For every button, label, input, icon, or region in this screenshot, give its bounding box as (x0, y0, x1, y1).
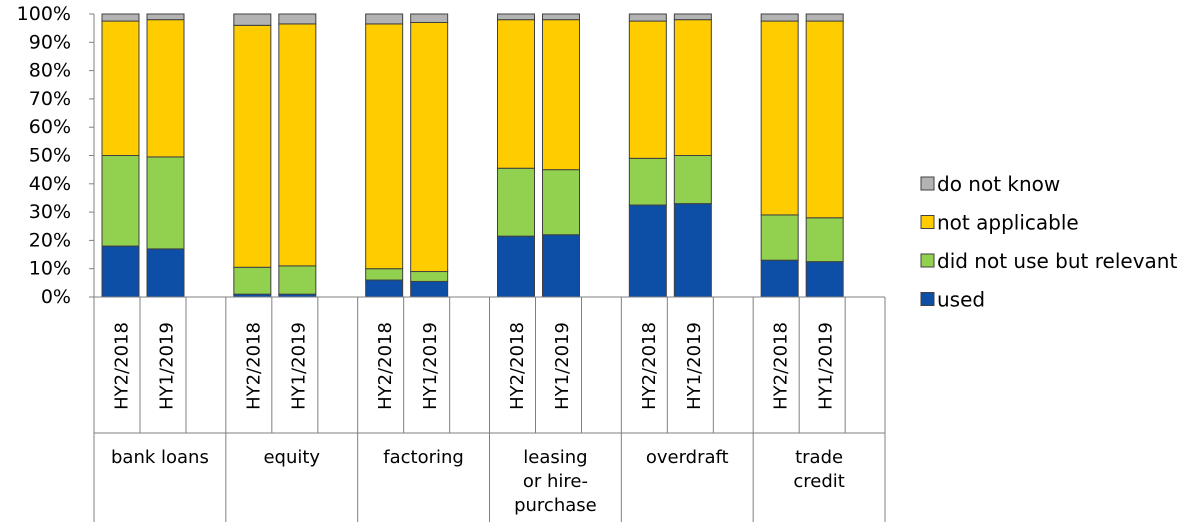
bar-segment-do-not-know-factoring-hy1-2019 (410, 13, 449, 23)
bar-segment-not-applicable-bank-loans-hy1-2019 (146, 19, 185, 158)
bar-segment-did-not-use-but-relevant-factoring-hy2-2018 (365, 268, 404, 281)
bar-segment-do-not-know-overdraft-hy2-2018 (628, 13, 667, 22)
y-tick-label: 0% (41, 286, 71, 308)
bar-segment-did-not-use-but-relevant-leasing-or-hire-purchase-hy2-2018 (497, 167, 535, 237)
category-label-trade-credit: trade (795, 447, 843, 468)
bar-segment-did-not-use-but-relevant-equity-hy1-2019 (278, 265, 317, 295)
bar-segment-used-factoring-hy2-2018 (365, 279, 404, 298)
bars-layer (101, 13, 844, 298)
bar-segment-do-not-know-leasing-or-hire-purchase-hy2-2018 (497, 13, 535, 21)
legend-swatch-not-applicable (920, 215, 935, 229)
bar-segment-did-not-use-but-relevant-bank-loans-hy2-2018 (101, 155, 140, 247)
bar-segment-did-not-use-but-relevant-equity-hy2-2018 (233, 266, 272, 295)
bar-segment-not-applicable-overdraft-hy2-2018 (628, 20, 667, 159)
legend-swatch-do-not-know (920, 176, 935, 191)
bar-segment-used-overdraft-hy1-2019 (673, 203, 712, 298)
period-label: HY1/2019 (420, 322, 441, 410)
legend: do not know not applicable did not use but… (920, 172, 1177, 312)
period-label: HY2/2018 (507, 322, 528, 410)
y-tick-label: 30% (29, 201, 71, 223)
bar-segment-do-not-know-factoring-hy2-2018 (365, 13, 404, 25)
category-label-overdraft: overdraft (646, 447, 729, 468)
axes-layer: 0% 10% 20% 30% 40% 50% 60% 70% 80% 90% 100% (17, 3, 886, 522)
category-label-bank-loans: bank loans (111, 447, 209, 468)
period-label: HY2/2018 (639, 322, 660, 410)
bar-segment-used-leasing-or-hire-purchase-hy2-2018 (497, 235, 535, 298)
y-tick-label: 40% (29, 173, 71, 195)
bar-segment-did-not-use-but-relevant-bank-loans-hy1-2019 (146, 156, 185, 250)
period-label: HY2/2018 (112, 322, 133, 410)
bar-segment-did-not-use-but-relevant-trade-credit-hy2-2018 (760, 214, 799, 261)
y-tick-label: 70% (29, 88, 71, 110)
bar-segment-did-not-use-but-relevant-trade-credit-hy1-2019 (805, 217, 844, 263)
y-tick-label: 100% (17, 3, 71, 25)
bar-segment-not-applicable-leasing-or-hire-purchase-hy1-2019 (542, 19, 580, 171)
legend-swatch-used (920, 292, 935, 306)
bar-segment-used-leasing-or-hire-purchase-hy1-2019 (542, 234, 580, 298)
period-label: HY1/2019 (157, 322, 178, 410)
period-label: HY1/2019 (288, 322, 309, 410)
bar-segment-used-trade-credit-hy1-2019 (805, 261, 844, 298)
legend-label-do-not-know: do not know (937, 172, 1060, 196)
bar-segment-did-not-use-but-relevant-leasing-or-hire-purchase-hy1-2019 (542, 169, 580, 236)
y-tick-label: 90% (29, 31, 71, 53)
category-label-trade-credit: credit (793, 471, 844, 492)
period-label: HY2/2018 (243, 322, 264, 410)
bar-segment-used-overdraft-hy2-2018 (628, 204, 667, 298)
period-label: HY2/2018 (375, 322, 396, 410)
period-label: HY2/2018 (771, 322, 792, 410)
bar-segment-not-applicable-trade-credit-hy1-2019 (805, 20, 844, 219)
category-labels-layer: HY2/2018 HY1/2019 HY2/2018 HY1/2019 HY2/2018… (111, 322, 845, 516)
bar-segment-not-applicable-overdraft-hy1-2019 (673, 19, 712, 156)
bar-segment-not-applicable-trade-credit-hy2-2018 (760, 20, 799, 216)
category-label-equity: equity (263, 447, 320, 468)
bar-segment-not-applicable-factoring-hy2-2018 (365, 23, 404, 270)
category-label-leasing-or-hire-purchase: leasing (523, 447, 587, 468)
bar-segment-not-applicable-factoring-hy1-2019 (410, 21, 449, 273)
period-label: HY1/2019 (684, 322, 705, 410)
bar-segment-not-applicable-bank-loans-hy2-2018 (101, 20, 140, 157)
bar-segment-did-not-use-but-relevant-overdraft-hy2-2018 (628, 157, 667, 206)
bar-segment-used-factoring-hy1-2019 (410, 280, 449, 298)
bar-segment-do-not-know-trade-credit-hy1-2019 (805, 13, 844, 22)
y-tick-label: 80% (29, 60, 71, 82)
bar-segment-did-not-use-but-relevant-factoring-hy1-2019 (410, 271, 449, 282)
y-tick-label: 20% (29, 229, 71, 251)
bar-segment-not-applicable-equity-hy2-2018 (233, 24, 272, 268)
bar-segment-do-not-know-overdraft-hy1-2019 (673, 13, 712, 21)
y-tick-label: 60% (29, 116, 71, 138)
bar-segment-do-not-know-equity-hy1-2019 (278, 13, 317, 25)
legend-swatch-did-not-use-but-relevant (920, 253, 935, 268)
bar-segment-do-not-know-bank-loans-hy1-2019 (146, 13, 185, 21)
bar-segment-do-not-know-leasing-or-hire-purchase-hy1-2019 (542, 13, 580, 21)
category-label-leasing-or-hire-purchase: purchase (514, 495, 597, 516)
bar-segment-used-trade-credit-hy2-2018 (760, 259, 799, 298)
bar-segment-do-not-know-trade-credit-hy2-2018 (760, 13, 799, 22)
category-label-leasing-or-hire-purchase: or hire- (523, 471, 588, 492)
bar-segment-not-applicable-equity-hy1-2019 (278, 23, 317, 267)
bar-segment-not-applicable-leasing-or-hire-purchase-hy2-2018 (497, 19, 535, 169)
y-tick-label: 10% (29, 258, 71, 280)
category-label-factoring: factoring (383, 447, 464, 468)
y-tick-label: 50% (29, 145, 71, 167)
bar-segment-do-not-know-equity-hy2-2018 (233, 13, 272, 26)
bar-segment-did-not-use-but-relevant-overdraft-hy1-2019 (673, 155, 712, 205)
bar-segment-do-not-know-bank-loans-hy2-2018 (101, 13, 140, 22)
bar-segment-used-bank-loans-hy2-2018 (101, 245, 140, 298)
legend-label-used: used (937, 288, 985, 312)
period-label: HY1/2019 (816, 322, 837, 410)
legend-label-did-not-use-but-relevant: did not use but relevant (937, 249, 1177, 273)
period-label: HY1/2019 (552, 322, 573, 410)
legend-label-not-applicable: not applicable (937, 211, 1079, 235)
bar-segment-used-bank-loans-hy1-2019 (146, 248, 185, 298)
